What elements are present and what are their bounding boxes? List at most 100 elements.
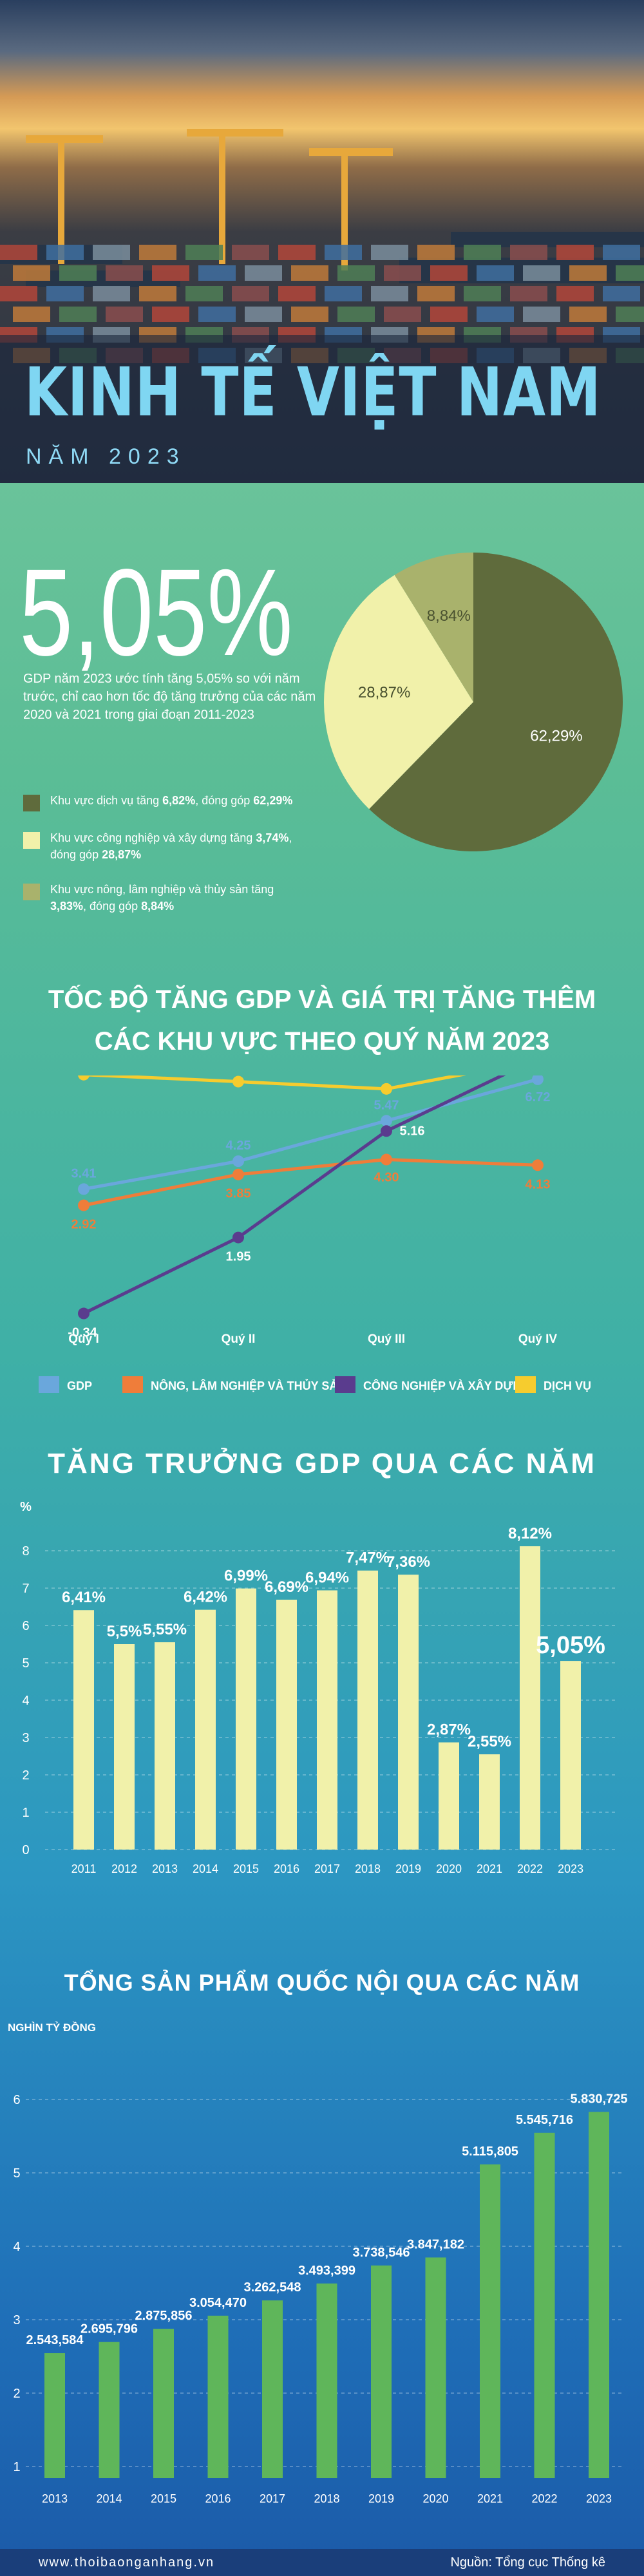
y-tick-label: 5 bbox=[22, 1656, 29, 1671]
crane-silhouette bbox=[58, 135, 64, 264]
point-label: 2.92 bbox=[71, 1218, 97, 1232]
container-block bbox=[46, 286, 84, 301]
bar bbox=[589, 2112, 609, 2478]
bar-value-label: 6,42% bbox=[184, 1589, 227, 1606]
bar bbox=[520, 1546, 540, 1850]
y-axis-label: NGHÌN TỶ ĐỒNG bbox=[8, 2022, 96, 2034]
container-block bbox=[384, 307, 421, 322]
container-block bbox=[245, 265, 282, 281]
point-label: 3.85 bbox=[226, 1187, 251, 1201]
bar bbox=[195, 1609, 216, 1850]
legend-swatch bbox=[23, 832, 40, 849]
bar bbox=[276, 1599, 297, 1850]
x-tick-label: 2015 bbox=[233, 1862, 259, 1875]
container-block bbox=[152, 307, 189, 322]
bar-value-label: 6,94% bbox=[305, 1569, 349, 1586]
series-point bbox=[78, 1307, 90, 1320]
series-point bbox=[78, 1199, 90, 1211]
main-subtitle: NĂM 2023 bbox=[26, 444, 186, 469]
gdp-value-bar-chart: 1 2 3 4 5 6 NGHÌN TỶ ĐỒNG 2.543,584 2013 2.695,79… bbox=[8, 2022, 627, 2505]
point-label: 1.95 bbox=[226, 1250, 251, 1264]
point-label: 4.13 bbox=[526, 1177, 551, 1191]
legend-label: DỊCH VỤ bbox=[544, 1379, 591, 1392]
crane-silhouette bbox=[187, 129, 283, 137]
point-label: 3.41 bbox=[71, 1166, 97, 1180]
point-label: 6.72 bbox=[526, 1090, 551, 1104]
container-block bbox=[185, 245, 223, 260]
bar bbox=[316, 2283, 337, 2478]
container-block bbox=[278, 286, 316, 301]
container-block bbox=[569, 265, 607, 281]
container-block bbox=[603, 286, 640, 301]
container-block bbox=[384, 265, 421, 281]
container-block bbox=[232, 286, 269, 301]
footer-source: Nguồn: Tổng cục Thống kê bbox=[450, 2555, 605, 2570]
point-label: 4.25 bbox=[226, 1139, 251, 1153]
container-block bbox=[198, 265, 236, 281]
y-tick-label: 3 bbox=[13, 2313, 20, 2327]
y-tick-label: 8 bbox=[22, 1544, 29, 1558]
bar-value-label: 6,99% bbox=[224, 1567, 268, 1585]
x-tick-label: 2021 bbox=[477, 2492, 503, 2505]
title-band bbox=[0, 335, 644, 483]
legend-label: GDP bbox=[67, 1379, 92, 1392]
series-point bbox=[381, 1083, 392, 1095]
container-block bbox=[13, 307, 50, 322]
series-point bbox=[78, 1075, 90, 1081]
y-tick-label: 1 bbox=[22, 1806, 29, 1820]
bar bbox=[73, 1610, 94, 1850]
x-tick-label: 2020 bbox=[422, 2492, 448, 2505]
y-tick-label: 3 bbox=[22, 1731, 29, 1745]
container-block bbox=[59, 307, 97, 322]
y-tick-label: 4 bbox=[22, 1694, 29, 1708]
bar bbox=[425, 2257, 446, 2478]
series-point bbox=[381, 1115, 392, 1127]
x-tick-label: 2023 bbox=[586, 2492, 612, 2505]
x-tick-label: 2022 bbox=[517, 1862, 543, 1875]
container-block bbox=[139, 286, 176, 301]
pie-slice-1 bbox=[369, 553, 623, 851]
crane-silhouette bbox=[341, 148, 348, 270]
bar bbox=[99, 2342, 120, 2478]
container-block bbox=[291, 307, 328, 322]
crane-silhouette bbox=[309, 148, 393, 156]
container-block bbox=[245, 307, 282, 322]
x-tick-label: 2014 bbox=[193, 1862, 218, 1875]
container-block bbox=[417, 245, 455, 260]
series-line-2 bbox=[83, 1158, 538, 1208]
x-tick-label: 2018 bbox=[355, 1862, 381, 1875]
quarterly-growth-line-chart: 3.41 4.25 5.47 6.72 2.92 3.85 4.30 4.13 -0.34 1.9… bbox=[39, 1075, 591, 1393]
container-block bbox=[464, 286, 501, 301]
bar bbox=[155, 1642, 175, 1850]
gdp-growth-value: 5,05% bbox=[19, 543, 293, 681]
legend-swatch bbox=[122, 1376, 143, 1393]
x-tick-label: 2016 bbox=[274, 1862, 299, 1875]
bar-value-label: 7,47% bbox=[346, 1549, 390, 1567]
x-tick-label: Quý IV bbox=[518, 1332, 558, 1346]
bar bbox=[439, 1742, 459, 1850]
container-block bbox=[371, 245, 408, 260]
container-block bbox=[464, 245, 501, 260]
annual-gdp-growth-bar-chart: 0 1 2 3 4 5 6 7 8% 6,41% 2011 5,5% 2012 5,55% 2013 6,42… bbox=[20, 1500, 618, 1875]
y-tick-label: 0 bbox=[22, 1843, 29, 1857]
container-block bbox=[93, 245, 130, 260]
bar-value-label: 6,41% bbox=[62, 1589, 106, 1606]
x-tick-label: 2012 bbox=[111, 1862, 137, 1875]
container-block bbox=[430, 307, 468, 322]
y-tick-label: 6 bbox=[13, 2093, 20, 2107]
container-block bbox=[139, 245, 176, 260]
x-tick-label: 2016 bbox=[205, 2492, 231, 2505]
container-block bbox=[152, 265, 189, 281]
sector-share-pie-chart: 62,29% 28,87% 8,84% bbox=[324, 553, 623, 851]
crane-silhouette bbox=[26, 135, 103, 143]
container-block bbox=[371, 286, 408, 301]
legend-swatch bbox=[335, 1376, 355, 1393]
y-tick-label: 2 bbox=[13, 2387, 20, 2401]
container-block bbox=[337, 307, 375, 322]
annual-growth-chart-title: TĂNG TRƯỞNG GDP QUA CÁC NĂM bbox=[48, 1448, 596, 1479]
x-tick-label: 2015 bbox=[151, 2492, 176, 2505]
container-block bbox=[569, 307, 607, 322]
y-tick-label: 7 bbox=[22, 1582, 29, 1596]
container-block bbox=[616, 265, 644, 281]
bar bbox=[357, 1570, 378, 1850]
